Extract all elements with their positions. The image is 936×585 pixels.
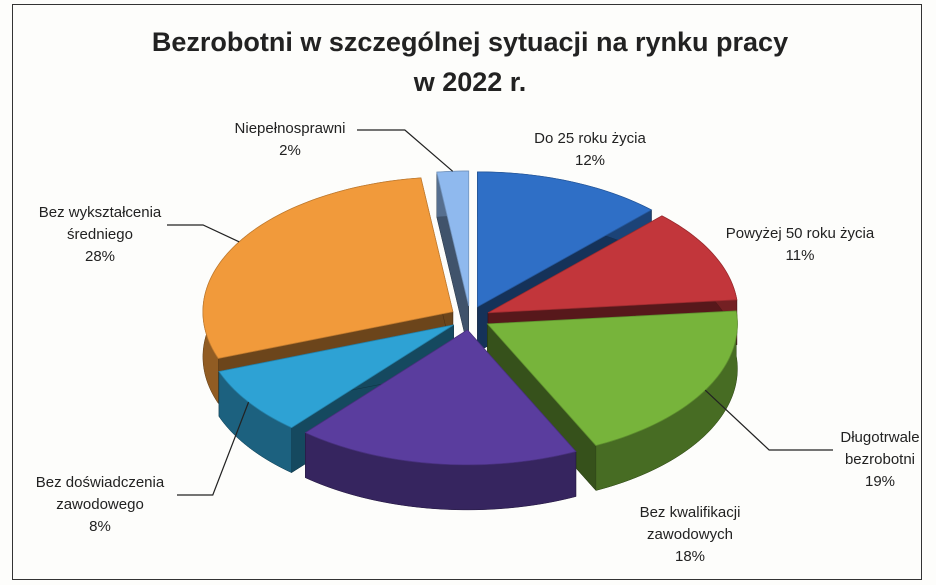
data-label: Niepełnosprawni 2% [215, 118, 365, 162]
value-label: 18% [674, 548, 706, 565]
slice-group [436, 170, 470, 352]
value-label: 28% [84, 248, 116, 265]
slice [304, 329, 577, 466]
data-label: Bez doświadczenia zawodowego 8% [15, 472, 185, 538]
slice [487, 215, 738, 314]
value-label: 19% [864, 473, 896, 490]
leader-line [704, 389, 833, 451]
category-label: Do 25 roku życia [534, 130, 646, 147]
data-label: Do 25 roku życia 12% [500, 128, 680, 172]
category-label: Bez doświadczenia zawodowego [35, 474, 165, 513]
value-label: 12% [574, 152, 606, 169]
leader-line [177, 401, 250, 496]
slice-group [304, 329, 577, 511]
slice-group [486, 310, 738, 492]
category-label: Bez wykształcenia średniego [38, 204, 162, 243]
slice [486, 310, 738, 446]
category-label: Bez kwalifikacji zawodowych [639, 504, 741, 543]
category-label: Powyżej 50 roku życia [725, 225, 875, 242]
value-label: 2% [279, 142, 301, 159]
chart-frame [12, 4, 922, 580]
category-label: Niepełnosprawni [234, 120, 346, 137]
value-label: 8% [89, 518, 111, 535]
leader-line [167, 224, 240, 243]
data-label: Bez wykształcenia średniego 28% [25, 202, 175, 268]
slice [218, 324, 454, 429]
data-label: Powyżej 50 roku życia 11% [725, 223, 875, 267]
data-label: Długotrwale bezrobotni 19% [825, 427, 935, 493]
leader-line [357, 129, 454, 172]
data-label: Bez kwalifikacji zawodowych 18% [620, 502, 760, 568]
category-label: Długotrwale bezrobotni [840, 429, 920, 468]
value-label: 11% [785, 247, 815, 264]
chart-title: Bezrobotni w szczególnej sytuacji na ryn… [151, 27, 789, 97]
slice [477, 171, 653, 308]
